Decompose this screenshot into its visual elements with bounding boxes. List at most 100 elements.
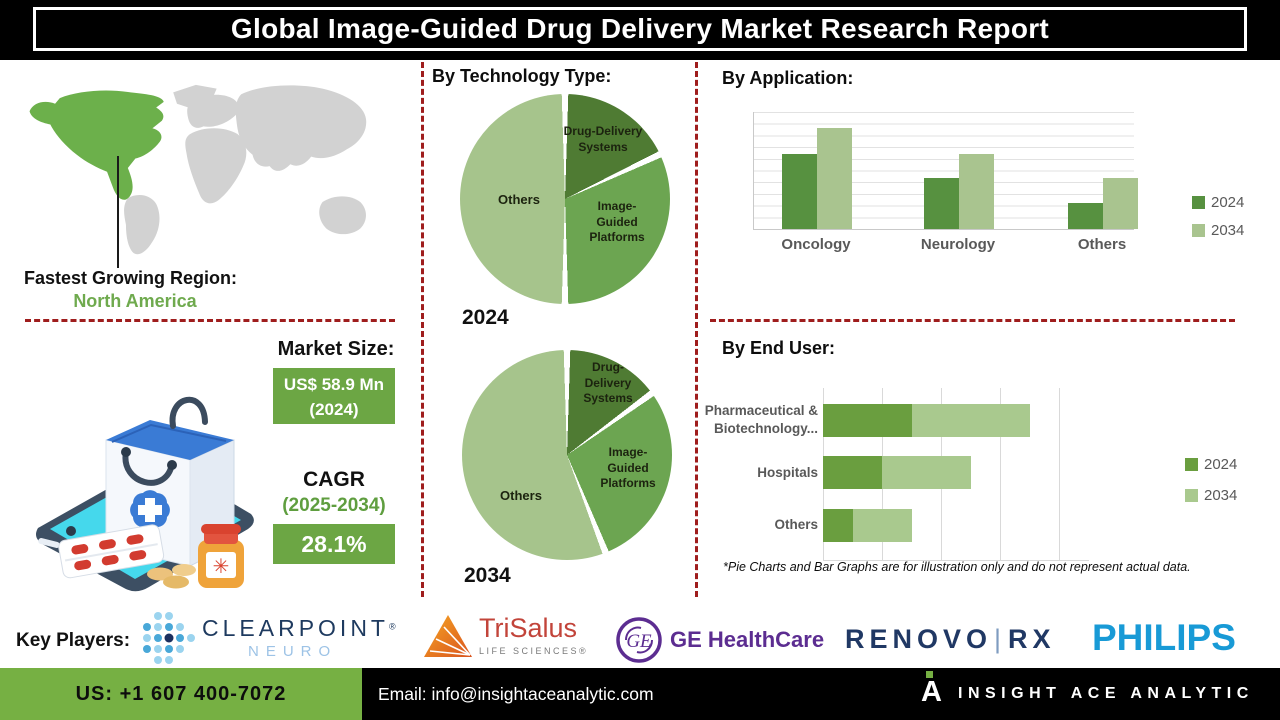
svg-text:✳: ✳ xyxy=(213,554,230,578)
clearpoint-name: CLEARPOINT xyxy=(202,615,389,641)
legend-swatch-2024 xyxy=(1185,458,1198,471)
clearpoint-sub: NEURO xyxy=(248,643,338,660)
enduser-bar-segment-2024 xyxy=(823,404,912,437)
enduser-category-label: Pharmaceutical & Biotechnology... xyxy=(704,403,818,437)
disclaimer-note: *Pie Charts and Bar Graphs are for illus… xyxy=(723,560,1191,574)
legend-swatch-2034 xyxy=(1192,224,1205,237)
insight-ace-glyph-icon: A xyxy=(921,676,942,708)
renovo-divider: | xyxy=(994,624,1007,654)
legend-item-2024: 2024 xyxy=(1192,194,1244,211)
pie-year-label: 2034 xyxy=(464,564,511,587)
pill-blister-icon xyxy=(58,524,165,579)
enduser-bar-segment-2024 xyxy=(823,509,853,542)
enduser-bar-segment-2034 xyxy=(912,404,1030,437)
pie-year-label: 2024 xyxy=(462,306,509,329)
medicine-delivery-illustration: ✳ xyxy=(36,396,254,592)
map-south-america xyxy=(124,195,160,255)
divider-vertical-right xyxy=(695,62,698,597)
bar-others-2024 xyxy=(1068,203,1103,229)
renovo-part2: RX xyxy=(1008,624,1056,654)
cagr-value-badge: 28.1% xyxy=(273,524,395,564)
pie-slice-label: Drug-Delivery Systems xyxy=(583,360,633,406)
technology-section-title: By Technology Type: xyxy=(432,66,612,86)
bar-neurology-2024 xyxy=(924,178,959,229)
technology-pie-2024: Drug-Delivery Systems Image-Guided Platf… xyxy=(460,94,670,304)
ge-monogram-icon: GE xyxy=(616,617,662,663)
cagr-label: CAGR xyxy=(303,468,365,491)
renovorx-logo: RENOVO|RX xyxy=(845,624,1056,655)
philips-logo: PHILIPS xyxy=(1092,617,1236,658)
medical-cross-icon xyxy=(130,490,170,530)
application-category-label: Neurology xyxy=(920,236,996,253)
application-category-label: Others xyxy=(1077,236,1127,253)
legend-label: 2024 xyxy=(1211,194,1245,211)
region-pointer-line xyxy=(117,156,119,268)
legend-swatch-2024 xyxy=(1192,196,1205,209)
map-north-america xyxy=(29,90,164,200)
pie-slice-label: Others xyxy=(498,192,540,207)
enduser-bar-segment-2034 xyxy=(882,456,971,489)
pie-slice-label: Image-Guided Platforms xyxy=(589,199,645,245)
brand-dot-icon xyxy=(926,671,933,678)
enduser-section-title: By End User: xyxy=(722,338,836,358)
world-map xyxy=(29,84,367,255)
map-africa xyxy=(185,128,247,204)
ge-monogram-text: GE xyxy=(626,631,652,652)
application-xlabels: Oncology Neurology Others xyxy=(753,236,1133,258)
bar-neurology-2034 xyxy=(959,154,994,229)
clearpoint-logo: CLEARPOINT® NEURO xyxy=(202,615,396,660)
pie-chart-2024 xyxy=(460,94,670,304)
market-size-title: Market Size: xyxy=(277,338,395,360)
legend-label: 2024 xyxy=(1204,456,1238,473)
ge-healthcare-logo: GE HealthCare xyxy=(670,627,825,652)
divider-vertical-left xyxy=(421,62,424,597)
application-section-title: By Application: xyxy=(722,68,854,88)
pie-slice-label: Others xyxy=(500,488,542,503)
clearpoint-dots-icon xyxy=(143,612,195,664)
legend-swatch-2034 xyxy=(1185,489,1198,502)
title-bar: Global Image-Guided Drug Delivery Market… xyxy=(0,0,1280,60)
map-europe xyxy=(187,94,239,128)
bar-oncology-2034 xyxy=(817,128,852,229)
enduser-category-label: Hospitals xyxy=(757,465,818,480)
market-size-value: US$ 58.9 Mn xyxy=(283,375,385,394)
renovo-part1: RENOVO xyxy=(845,624,993,654)
pie-slice-label: Image-Guided Platforms xyxy=(600,445,656,491)
bar-others-2034 xyxy=(1103,178,1138,229)
trisalus-logo: TriSalus LIFE SCIENCES® xyxy=(479,613,588,656)
divider-left-horizontal xyxy=(25,319,395,322)
pie-chart-2034 xyxy=(462,350,672,560)
technology-pie-2034: Drug-Delivery Systems Image-Guided Platf… xyxy=(462,350,672,560)
bar-oncology-2024 xyxy=(782,154,817,229)
phone-number: US: +1 607 400-7072 xyxy=(0,668,362,720)
enduser-bar-segment-2034 xyxy=(853,509,912,542)
trisalus-name: TriSalus xyxy=(479,613,578,643)
email-address: Email: info@insightaceanalytic.com xyxy=(378,683,654,704)
pie-slice-label: Drug-Delivery Systems xyxy=(563,124,643,154)
legend-item-2024: 2024 xyxy=(1185,456,1237,473)
application-plot xyxy=(753,112,1138,230)
map-australia xyxy=(319,196,366,235)
enduser-category-label: Others xyxy=(774,517,818,532)
title-box: Global Image-Guided Drug Delivery Market… xyxy=(33,7,1247,51)
enduser-plot xyxy=(823,388,1089,561)
cagr-period: (2025-2034) xyxy=(282,495,386,516)
loose-pills-icon xyxy=(147,564,196,589)
legend-item-2034: 2034 xyxy=(1185,487,1237,504)
fastest-region-label: Fastest Growing Region: xyxy=(24,268,238,288)
trisalus-triangle-icon xyxy=(424,615,472,657)
key-players-label: Key Players: xyxy=(16,630,131,651)
application-category-label: Oncology xyxy=(781,236,851,253)
legend-label: 2034 xyxy=(1211,222,1245,239)
insight-ace-brand: INSIGHT ACE ANALYTIC xyxy=(958,685,1254,702)
map-asia xyxy=(235,85,367,171)
legend-label: 2034 xyxy=(1204,487,1238,504)
market-size-year: (2024) xyxy=(309,399,359,419)
enduser-bar-segment-2024 xyxy=(823,456,882,489)
trisalus-sub: LIFE SCIENCES® xyxy=(479,646,589,656)
registered-mark: ® xyxy=(388,621,396,632)
fastest-region-value: North America xyxy=(73,291,197,311)
page-title: Global Image-Guided Drug Delivery Market… xyxy=(230,13,1050,44)
market-size-badge: US$ 58.9 Mn (2024) xyxy=(273,368,395,424)
